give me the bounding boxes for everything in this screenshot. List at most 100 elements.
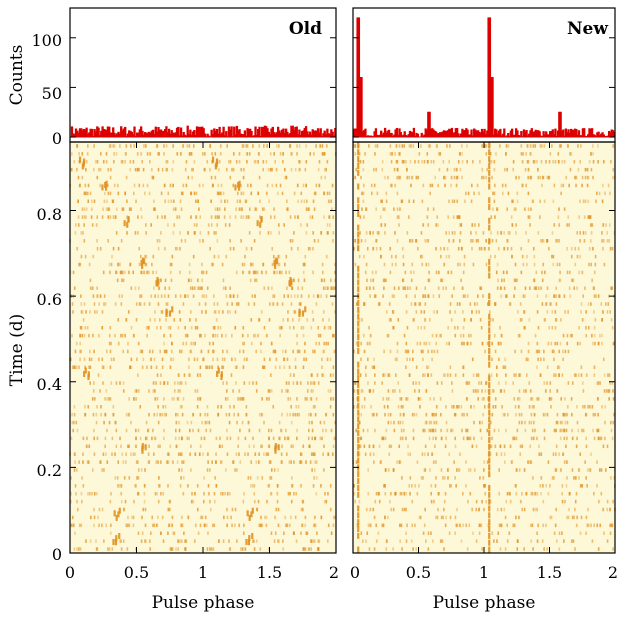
heatmap-mark <box>253 302 256 306</box>
heatmap-mark <box>576 436 578 441</box>
heatmap-mark <box>485 262 488 267</box>
heatmap-mark <box>369 231 371 235</box>
heatmap-mark <box>80 294 82 298</box>
heatmap-mark <box>450 270 453 275</box>
heatmap-mark <box>500 231 502 235</box>
heatmap-mark <box>450 318 453 322</box>
heatmap-mark <box>326 160 329 164</box>
heatmap-mark <box>199 239 201 243</box>
heatmap-mark <box>594 412 596 417</box>
heatmap-mark <box>462 310 464 314</box>
heatmap-mark <box>602 246 604 251</box>
heatmap-mark <box>273 152 275 156</box>
heatmap-mark <box>357 327 360 334</box>
heatmap-mark <box>443 547 445 551</box>
heatmap-mark <box>455 405 458 409</box>
heatmap-mark <box>234 507 237 512</box>
heatmap-mark <box>416 491 419 496</box>
heatmap-mark <box>109 499 112 504</box>
heatmap-mark <box>461 412 464 417</box>
heatmap-mark <box>314 523 317 528</box>
heatmap-mark <box>115 270 118 275</box>
heatmap-mark <box>580 302 583 306</box>
heatmap-mark <box>102 160 105 164</box>
heatmap-mark <box>382 294 384 298</box>
heatmap-mark <box>222 191 225 196</box>
heatmap-mark <box>488 484 491 491</box>
heatmap-mark <box>467 191 470 196</box>
heatmap-mark <box>204 420 207 425</box>
heatmap-mark <box>168 286 171 290</box>
heatmap-mark <box>357 306 360 313</box>
heatmap-mark <box>488 416 491 423</box>
heatmap-mark <box>524 167 527 172</box>
xtick-label-old-2: 2 <box>329 563 339 582</box>
heatmap-mark <box>322 286 325 290</box>
heatmap-mark <box>512 436 514 441</box>
heatmap-mark <box>596 191 598 196</box>
heatmap-mark <box>604 420 606 425</box>
heatmap-mark <box>217 254 220 259</box>
heatmap-mark <box>80 310 83 314</box>
heatmap-mark <box>254 333 257 338</box>
heatmap-mark <box>370 405 372 409</box>
heatmap-mark <box>199 231 202 235</box>
heatmap-mark <box>518 515 520 520</box>
heatmap-mark <box>115 535 118 542</box>
heatmap-mark <box>407 349 410 354</box>
heatmap-mark <box>297 183 299 188</box>
heatmap-mark <box>281 302 284 306</box>
heatmap-mark <box>124 152 127 156</box>
heatmap-mark <box>399 460 402 464</box>
heatmap-mark <box>297 349 300 354</box>
heatmap-mark <box>490 420 492 425</box>
heatmap-mark <box>152 523 155 528</box>
heatmap-mark <box>199 444 202 449</box>
heatmap-mark <box>291 476 293 480</box>
heatmap-mark <box>558 207 560 211</box>
heatmap-mark <box>562 357 564 362</box>
heatmap-mark <box>260 270 263 275</box>
heatmap-mark <box>520 499 522 504</box>
heatmap-mark <box>515 207 517 211</box>
heatmap-mark <box>332 333 334 338</box>
heatmap-mark <box>530 460 533 464</box>
new-histogram-background <box>353 8 615 142</box>
heatmap-mark <box>444 175 447 180</box>
heatmap-mark <box>601 333 603 338</box>
heatmap-mark <box>363 349 366 354</box>
heatmap-mark <box>369 333 372 338</box>
heatmap-mark <box>194 523 197 528</box>
heatmap-mark <box>175 412 177 417</box>
heatmap-mark <box>225 254 228 259</box>
heatmap-mark <box>512 381 514 385</box>
heatmap-mark <box>93 302 96 306</box>
heatmap-mark <box>362 191 365 196</box>
heatmap-mark <box>579 531 582 535</box>
heatmap-mark <box>488 183 491 190</box>
heatmap-mark <box>528 318 531 322</box>
heatmap-mark <box>541 302 544 306</box>
heatmap-mark <box>276 302 279 306</box>
heatmap-mark <box>311 436 314 441</box>
heatmap-mark <box>261 523 264 528</box>
heatmap-mark <box>435 405 438 409</box>
heatmap-mark <box>502 412 505 417</box>
heatmap-mark <box>386 333 389 338</box>
heatmap-mark <box>236 539 238 543</box>
heatmap-mark <box>304 341 306 346</box>
heatmap-mark <box>160 294 163 298</box>
heatmap-mark <box>89 491 91 496</box>
heatmap-mark <box>138 302 141 306</box>
heatmap-mark <box>391 183 393 188</box>
heatmap-mark <box>489 499 492 504</box>
heatmap-mark <box>190 444 192 449</box>
heatmap-mark <box>593 341 596 346</box>
heatmap-mark <box>211 460 213 464</box>
heatmap-mark <box>302 333 305 338</box>
heatmap-mark <box>470 199 473 204</box>
heatmap-mark <box>249 476 252 480</box>
heatmap-mark <box>570 397 573 401</box>
heatmap-mark <box>222 286 225 290</box>
heatmap-mark <box>399 412 402 417</box>
